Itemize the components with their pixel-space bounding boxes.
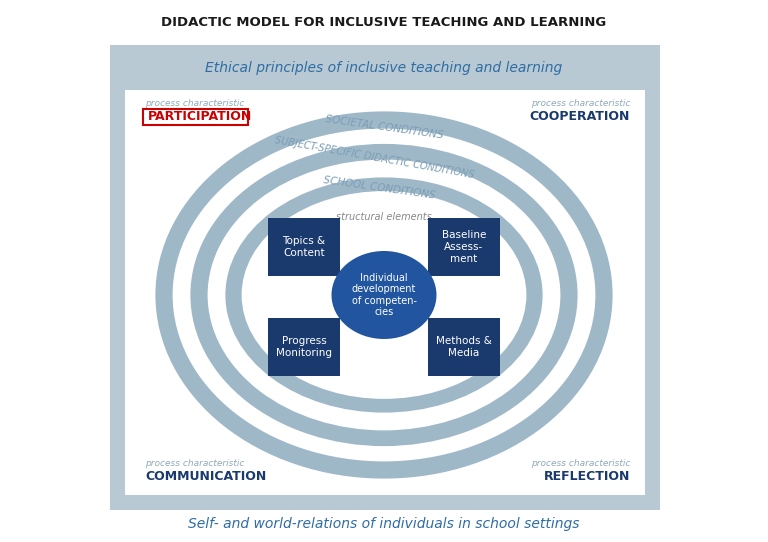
Ellipse shape xyxy=(243,192,525,397)
Text: process characteristic: process characteristic xyxy=(531,99,630,107)
Text: Topics &
Content: Topics & Content xyxy=(283,236,326,258)
Text: process characteristic: process characteristic xyxy=(145,459,244,468)
FancyBboxPatch shape xyxy=(125,90,645,495)
Text: Individual
development
of competen-
cies: Individual development of competen- cies xyxy=(352,273,416,318)
Text: SOCIETAL CONDITIONS: SOCIETAL CONDITIONS xyxy=(324,114,444,140)
Text: Baseline
Assess-
ment: Baseline Assess- ment xyxy=(442,230,486,263)
Ellipse shape xyxy=(332,251,436,339)
FancyBboxPatch shape xyxy=(268,318,340,376)
Ellipse shape xyxy=(209,161,559,429)
Text: Ethical principles of inclusive teaching and learning: Ethical principles of inclusive teaching… xyxy=(205,61,563,75)
Ellipse shape xyxy=(189,143,579,448)
FancyBboxPatch shape xyxy=(428,218,500,276)
Text: Self- and world-relations of individuals in school settings: Self- and world-relations of individuals… xyxy=(188,517,580,531)
Text: SUBJECT-SPECIFIC DIDACTIC CONDITIONS: SUBJECT-SPECIFIC DIDACTIC CONDITIONS xyxy=(273,136,475,180)
FancyBboxPatch shape xyxy=(110,45,660,510)
Text: structural elements: structural elements xyxy=(336,212,432,222)
Text: DIDACTIC MODEL FOR INCLUSIVE TEACHING AND LEARNING: DIDACTIC MODEL FOR INCLUSIVE TEACHING AN… xyxy=(161,16,607,29)
Text: REFLECTION: REFLECTION xyxy=(544,469,630,482)
Text: Progress
Monitoring: Progress Monitoring xyxy=(276,336,332,358)
Ellipse shape xyxy=(224,176,544,414)
FancyBboxPatch shape xyxy=(428,318,500,376)
Ellipse shape xyxy=(174,130,594,460)
Text: COOPERATION: COOPERATION xyxy=(530,111,630,124)
FancyBboxPatch shape xyxy=(268,218,340,276)
Text: process characteristic: process characteristic xyxy=(531,459,630,468)
Text: COMMUNICATION: COMMUNICATION xyxy=(145,469,266,482)
Text: process characteristic: process characteristic xyxy=(145,99,244,107)
Text: PARTICIPATION: PARTICIPATION xyxy=(148,111,252,124)
Text: SCHOOL CONDITIONS: SCHOOL CONDITIONS xyxy=(323,175,435,201)
Text: Methods &
Media: Methods & Media xyxy=(436,336,492,358)
Ellipse shape xyxy=(154,110,614,480)
